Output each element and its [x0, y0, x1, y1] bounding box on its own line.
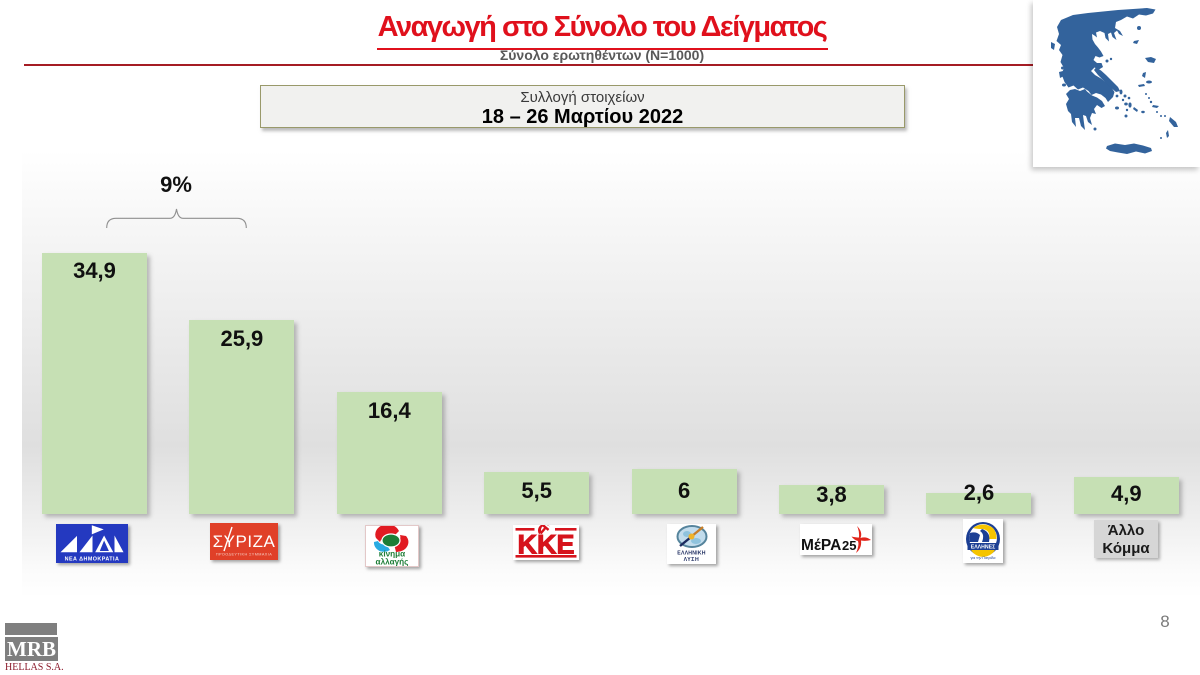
svg-text:ΛΥΣΗ: ΛΥΣΗ [684, 557, 700, 563]
svg-text:KKE: KKE [517, 529, 574, 559]
svg-text:25: 25 [842, 538, 856, 553]
svg-text:ΠΡΟΟΔΕΥΤΙΚΗ ΣΥΜΜΑΧΙΑ: ΠΡΟΟΔΕΥΤΙΚΗ ΣΥΜΜΑΧΙΑ [216, 553, 272, 557]
svg-text:για την Πατρίδα: για την Πατρίδα [971, 556, 996, 560]
svg-text:ΜέΡΑ: ΜέΡΑ [801, 537, 841, 554]
svg-text:ΕΛΛΗΝΙΚΗ: ΕΛΛΗΝΙΚΗ [677, 550, 705, 556]
svg-text:αλλαγής: αλλαγής [376, 558, 409, 567]
svg-text:κίνημα: κίνημα [379, 550, 405, 559]
svg-text:ΝΕΑ ΔΗΜΟΚΡΑΤΙΑ: ΝΕΑ ΔΗΜΟΚΡΑΤΙΑ [65, 557, 120, 563]
svg-text:ΣΥΡΙΖΑ: ΣΥΡΙΖΑ [213, 532, 276, 551]
svg-text:ΕΛΛΗΝΕΣ: ΕΛΛΗΝΕΣ [971, 545, 995, 551]
